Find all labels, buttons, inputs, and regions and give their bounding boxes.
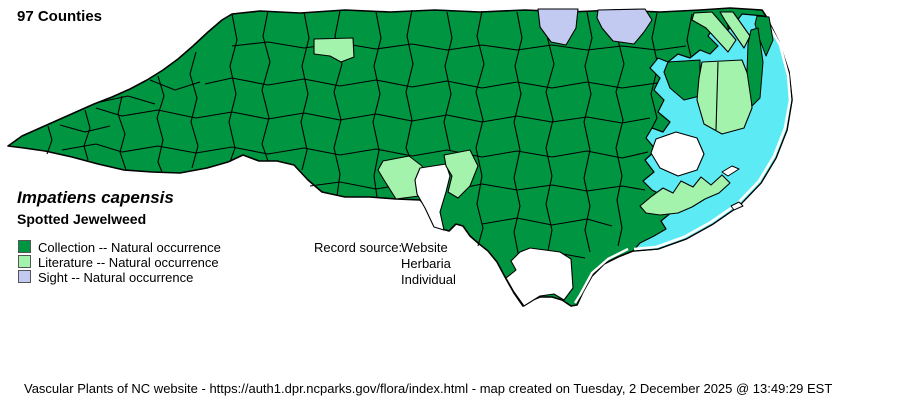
county-mesh-line (443, 11, 453, 151)
county-mesh-line (481, 217, 613, 227)
county-literature-ne-stripe-2 (719, 11, 751, 49)
county-mesh-line (59, 124, 111, 133)
record-source-value: Individual (401, 272, 456, 287)
nc-county-map (7, 7, 793, 307)
county-mesh-line (451, 183, 646, 192)
county-mesh-line (156, 75, 165, 173)
county-mesh-line (649, 12, 659, 133)
species-common-name: Spotted Jewelweed (17, 211, 147, 227)
legend-swatch-collection (18, 240, 31, 253)
county-mesh-line (261, 10, 271, 162)
county-literature-south-2 (443, 149, 479, 199)
county-mesh-line (99, 95, 156, 105)
county-mesh-line (46, 125, 53, 155)
county-none-hyde (650, 131, 705, 177)
legend-item-literature: Literature -- Natural occurrence (18, 255, 219, 270)
legend-item-sight: Sight -- Natural occurrence (18, 270, 194, 285)
record-source-value: Website (401, 240, 448, 255)
county-literature-nw (313, 37, 355, 63)
county-mesh-line (583, 11, 593, 253)
record-source-value: Herbaria (401, 256, 451, 271)
legend-label: Sight -- Natural occurrence (38, 270, 194, 285)
county-mesh-line (715, 61, 719, 131)
county-mesh-line (149, 79, 201, 91)
county-mesh-line (372, 11, 382, 198)
county-mesh-line (204, 77, 691, 89)
county-mesh-line (95, 107, 651, 124)
legend-label: Literature -- Natural occurrence (38, 255, 219, 270)
county-mesh-line (405, 9, 414, 161)
county-mesh-line (189, 51, 199, 169)
record-source-label: Record source: (314, 240, 403, 255)
island-small-white-1 (721, 165, 740, 177)
county-mesh-line (83, 109, 91, 161)
island-currituck-strip (754, 15, 774, 57)
island-small-white-2 (730, 201, 744, 211)
county-mesh-line (615, 10, 625, 247)
county-mesh-line (475, 10, 485, 247)
species-scientific-name: Impatiens capensis (17, 188, 174, 207)
county-sight-north-1 (537, 8, 579, 46)
county-literature-ne-blob (696, 59, 753, 135)
county-mesh-line (513, 11, 523, 279)
county-collection-washington (663, 59, 701, 101)
county-literature-carteret (639, 174, 731, 216)
county-mesh-line (545, 9, 555, 277)
footer-attribution: Vascular Plants of NC website - https://… (24, 381, 833, 396)
county-mesh-line (61, 143, 649, 159)
page-title: 97 Counties (17, 8, 103, 25)
county-mesh-line (117, 95, 127, 171)
legend-item-collection: Collection -- Natural occurrence (18, 240, 221, 255)
county-none-brunswick (505, 247, 574, 307)
island-dare-strip (746, 27, 764, 107)
barrier-island-gap-east (633, 19, 792, 251)
barrier-island-gap-south (573, 247, 629, 304)
county-literature-ne-stripe-1 (691, 11, 737, 53)
county-mesh-line (231, 41, 687, 51)
county-none-south (414, 163, 451, 231)
legend-label: Collection -- Natural occurrence (38, 240, 221, 255)
county-sight-north-2 (596, 8, 653, 45)
legend-swatch-sight (18, 270, 31, 283)
county-mesh-line (300, 11, 310, 171)
legend-swatch-literature (18, 255, 31, 268)
